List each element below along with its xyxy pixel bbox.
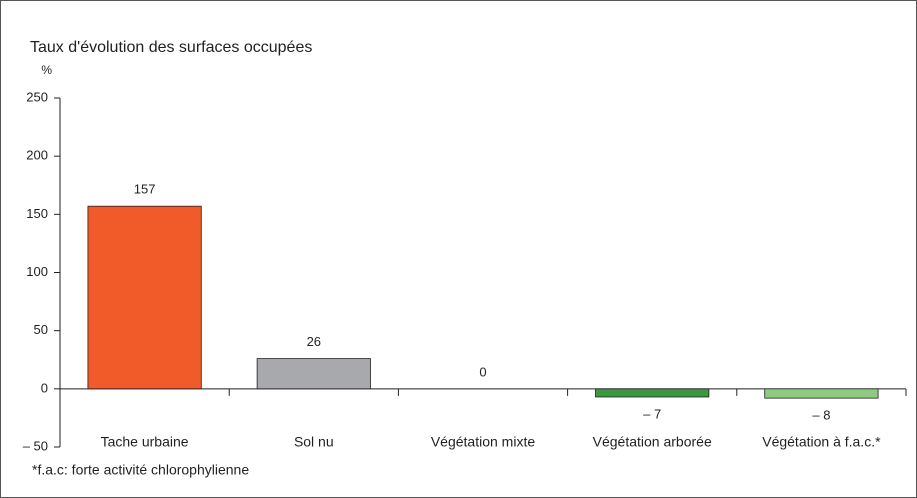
bar	[256, 358, 371, 390]
value-label: 157	[134, 182, 156, 197]
x-tick-label: Tache urbaine	[101, 434, 189, 450]
bar	[87, 205, 202, 390]
y-tick-label: 0	[41, 380, 48, 395]
bar	[764, 388, 879, 399]
chart-title: Taux d'évolution des surfaces occupées	[30, 39, 312, 56]
y-tick-label: 50	[34, 322, 48, 337]
value-label: – 8	[812, 408, 830, 423]
value-label: 26	[307, 334, 321, 349]
y-tick-label: 150	[26, 206, 48, 221]
y-tick-label: 100	[26, 264, 48, 279]
footnote: *f.a.c: forte activité chlorophylienne	[32, 462, 249, 478]
x-tick-label: Végétation arborée	[593, 434, 712, 450]
x-tick-label: Sol nu	[294, 434, 334, 450]
y-tick-label: 250	[26, 89, 48, 104]
value-label: – 7	[643, 406, 661, 421]
x-tick-label: Végétation à f.a.c.*	[762, 434, 881, 450]
y-tick-label: – 50	[23, 438, 48, 453]
y-tick-label: 200	[26, 148, 48, 163]
y-unit: %	[41, 63, 52, 77]
x-tick-label: Végétation mixte	[431, 434, 535, 450]
bar	[595, 388, 710, 398]
value-label: 0	[479, 364, 486, 379]
